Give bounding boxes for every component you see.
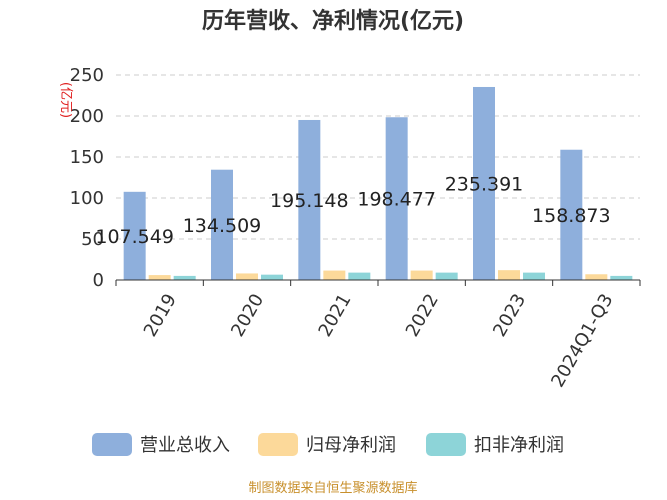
data-label: 107.549 bbox=[95, 226, 174, 248]
chart-title: 历年营收、净利情况(亿元) bbox=[202, 8, 464, 34]
y-tick-label: 0 bbox=[93, 270, 104, 291]
data-label: 195.148 bbox=[270, 190, 349, 212]
bar-1-2024Q1-Q3 bbox=[560, 149, 583, 280]
data-label: 134.509 bbox=[183, 215, 262, 237]
x-tick-label: 2021 bbox=[314, 290, 355, 340]
data-label: 235.391 bbox=[445, 173, 524, 195]
bar-3-2024Q1-Q3 bbox=[610, 275, 633, 280]
legend-label-1: 营业总收入 bbox=[140, 435, 230, 456]
bar-2-2023 bbox=[498, 270, 520, 280]
y-axis-unit: (亿元) bbox=[58, 82, 73, 118]
x-tick-label: 2022 bbox=[402, 290, 443, 340]
y-tick-label: 200 bbox=[70, 106, 104, 127]
bar-2-2020 bbox=[236, 273, 258, 280]
legend-label-2: 归母净利润 bbox=[306, 435, 396, 456]
source-note: 制图数据来自恒生聚源数据库 bbox=[248, 480, 417, 496]
bar-3-2022 bbox=[435, 272, 458, 280]
legend-swatch-2 bbox=[258, 433, 298, 456]
grid-lines bbox=[116, 74, 640, 240]
legend-swatch-3 bbox=[426, 433, 466, 456]
x-tick-label: 2019 bbox=[140, 290, 181, 340]
y-tick-label: 50 bbox=[81, 229, 104, 250]
x-tick-label: 2024Q1-Q3 bbox=[547, 290, 617, 391]
bar-2-2021 bbox=[323, 270, 346, 280]
bar-2-2019 bbox=[148, 275, 171, 280]
bar-3-2021 bbox=[348, 272, 371, 280]
x-axis: 2019 2020 2021 2022 2023 2024Q1-Q3 bbox=[115, 279, 641, 391]
bar-1-2020 bbox=[211, 169, 233, 280]
legend-swatch-1 bbox=[92, 433, 132, 456]
bar-1-2021 bbox=[298, 119, 321, 280]
bar-2-2024Q1-Q3 bbox=[585, 274, 608, 280]
bar-3-2023 bbox=[523, 272, 545, 280]
bar-1-2019 bbox=[123, 191, 146, 280]
bars bbox=[123, 86, 633, 281]
y-tick-label: 100 bbox=[70, 188, 104, 209]
y-tick-label: 250 bbox=[70, 65, 104, 86]
bar-1-2022 bbox=[385, 117, 408, 280]
bar-1-2023 bbox=[473, 86, 495, 281]
legend-label-3: 扣非净利润 bbox=[474, 435, 564, 456]
data-label: 198.477 bbox=[357, 189, 436, 211]
x-tick-label: 2020 bbox=[227, 290, 268, 340]
legend: 营业总收入 归母净利润 扣非净利润 bbox=[92, 433, 564, 456]
data-labels: 107.549 134.509 195.148 198.477 235.391 158.8… bbox=[95, 173, 610, 247]
data-label: 158.873 bbox=[532, 205, 611, 227]
y-axis-ticks: 0 50 100 150 200 250 bbox=[70, 65, 104, 291]
bar-3-2019 bbox=[173, 275, 196, 280]
bar-2-2022 bbox=[410, 270, 433, 280]
bar-3-2020 bbox=[261, 274, 283, 280]
x-tick-label: 2023 bbox=[489, 290, 530, 340]
y-tick-label: 150 bbox=[70, 147, 104, 168]
